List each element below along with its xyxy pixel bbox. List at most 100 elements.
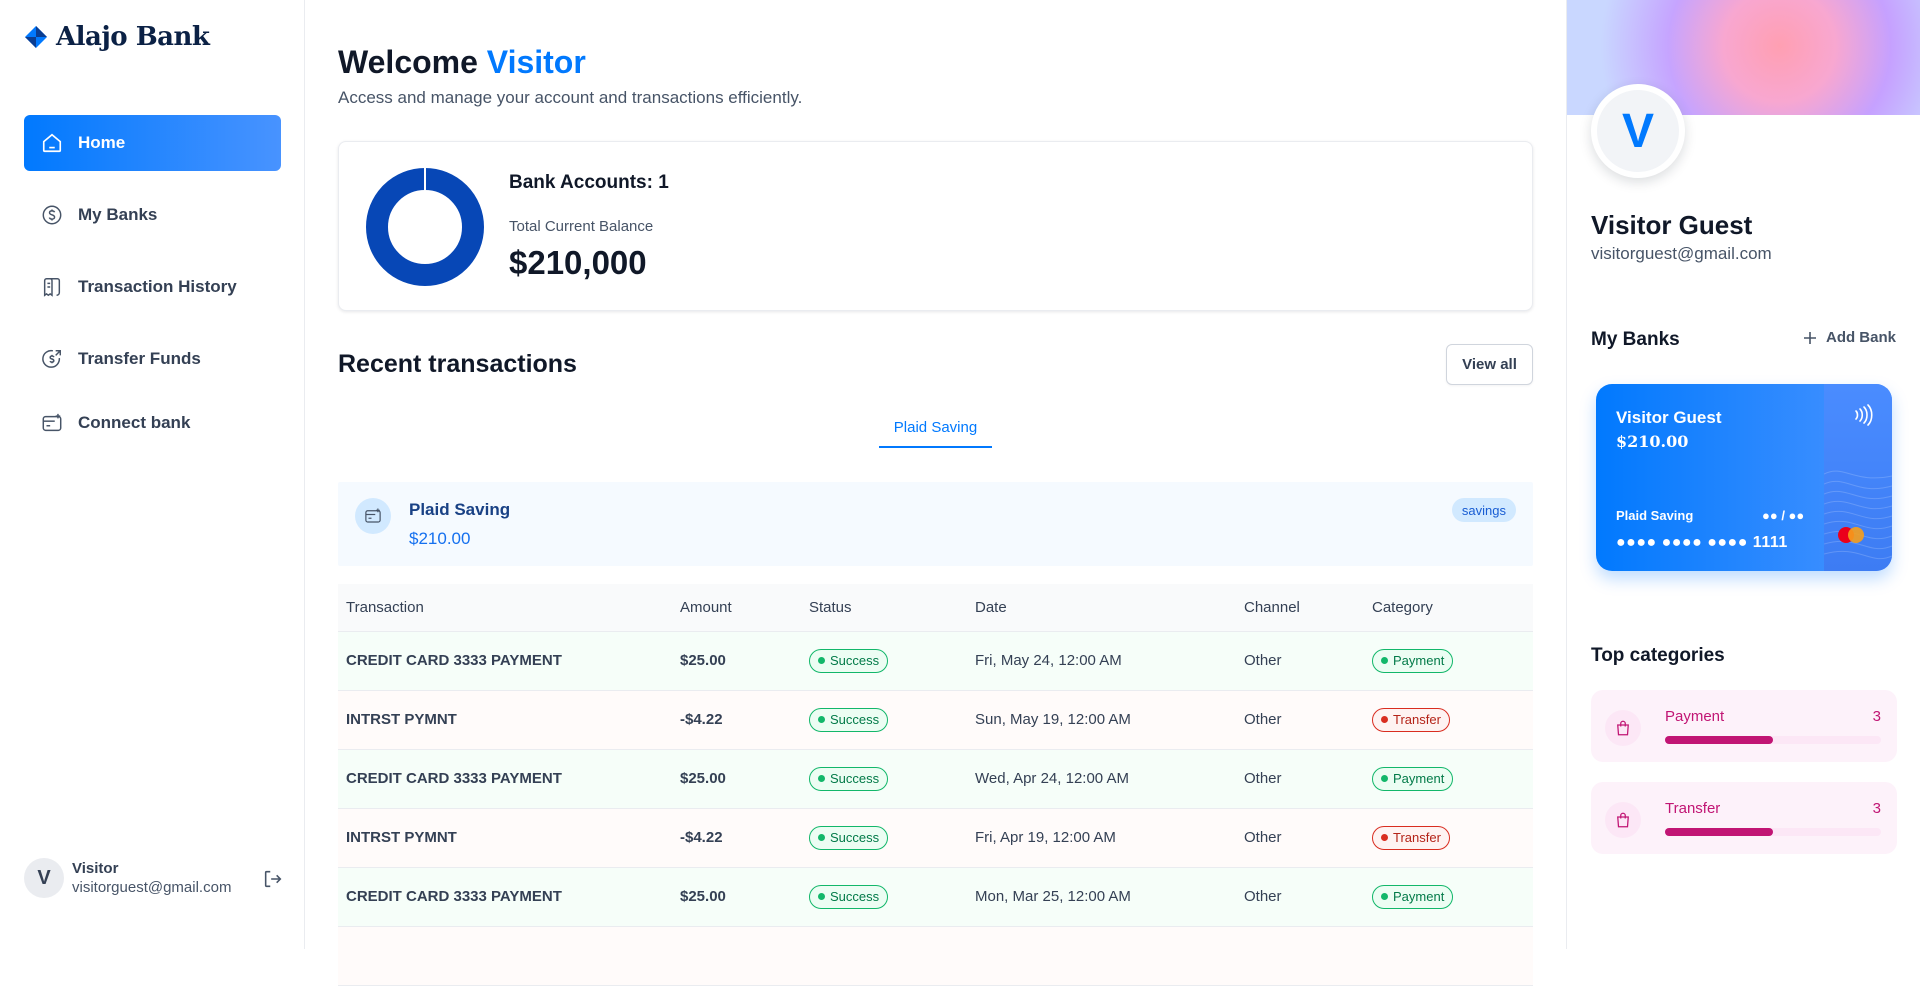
card-bank-name: Plaid Saving xyxy=(1616,508,1694,523)
column-header: Status xyxy=(801,584,967,632)
transaction-date: Fri, Apr 19, 12:00 AM xyxy=(967,808,1236,868)
bank-account-info[interactable]: Plaid Saving $210.00 savings xyxy=(338,482,1533,566)
category-label: Transfer xyxy=(1393,830,1441,845)
profile-name: Visitor Guest xyxy=(1591,210,1753,240)
profile-sidebar: V Visitor Guest visitorguest@gmail.com M… xyxy=(1566,0,1920,949)
balance-donut-chart xyxy=(366,168,484,286)
category-dot xyxy=(1381,657,1388,664)
nav-item-label: Transfer Funds xyxy=(78,349,201,368)
card-holder-name: Visitor Guest xyxy=(1616,408,1722,427)
shopping-bag-icon xyxy=(1605,802,1641,838)
total-balance-value: $210,000 xyxy=(509,244,647,281)
table-row[interactable]: CREDIT CARD 3333 PAYMENT $25.00 Success … xyxy=(338,749,1533,809)
status-badge: Success xyxy=(809,707,889,732)
nav-item-label: Transaction History xyxy=(78,277,237,296)
mastercard-logo-icon xyxy=(1838,527,1864,543)
nav-item-connect-bank[interactable]: Connect bank xyxy=(24,395,281,451)
nav-item-transfer-funds[interactable]: Transfer Funds xyxy=(24,331,281,387)
status-badge: Success xyxy=(809,766,889,791)
table-cell-partial xyxy=(1364,926,1533,986)
transaction-date: Mon, Mar 25, 12:00 AM xyxy=(967,867,1236,927)
bank-card-icon xyxy=(355,498,391,534)
receipt-icon xyxy=(40,275,64,299)
category-label: Transfer xyxy=(1393,712,1441,727)
category-badge: Payment xyxy=(1372,766,1454,791)
sidebar: Alajo Bank Home My Banks Transaction His… xyxy=(0,0,305,949)
category-label: Payment xyxy=(1393,771,1445,786)
top-categories-title: Top categories xyxy=(1591,645,1725,666)
transaction-channel: Other xyxy=(1236,690,1364,750)
user-email: visitorguest@gmail.com xyxy=(72,879,232,896)
transaction-date: Fri, May 24, 12:00 AM xyxy=(967,631,1236,691)
dollar-circle-icon xyxy=(40,203,64,227)
table-cell-partial xyxy=(338,926,672,986)
transaction-channel: Other xyxy=(1236,749,1364,809)
category-item-payment[interactable]: Payment 3 xyxy=(1591,690,1897,762)
welcome-name: Visitor xyxy=(486,44,586,80)
table-cell-partial xyxy=(1236,926,1364,986)
nav-item-label: My Banks xyxy=(78,205,158,224)
table-row[interactable]: INTRST PYMNT -$4.22 Success Fri, Apr 19,… xyxy=(338,808,1533,868)
card-number: ●●●● ●●●● ●●●● 1111 xyxy=(1616,534,1788,551)
table-row[interactable]: CREDIT CARD 3333 PAYMENT $25.00 Success … xyxy=(338,631,1533,691)
category-name: Transfer xyxy=(1665,800,1721,817)
column-header: Amount xyxy=(672,584,801,632)
status-cell: Success xyxy=(801,867,967,927)
transaction-channel: Other xyxy=(1236,808,1364,868)
balance-summary-card: Bank Accounts: 1 Total Current Balance $… xyxy=(338,141,1533,311)
logout-icon[interactable] xyxy=(262,868,284,890)
status-badge: Success xyxy=(809,825,889,850)
status-label: Success xyxy=(830,712,880,727)
category-count: 3 xyxy=(1872,708,1881,725)
nav-item-home[interactable]: Home xyxy=(24,115,281,171)
main-content: Welcome Visitor Access and manage your a… xyxy=(306,0,1565,986)
table-row[interactable]: CREDIT CARD 3333 PAYMENT $25.00 Success … xyxy=(338,867,1533,927)
transaction-channel: Other xyxy=(1236,867,1364,927)
column-header: Category xyxy=(1364,584,1533,632)
column-header: Date xyxy=(967,584,1236,632)
transaction-name: CREDIT CARD 3333 PAYMENT xyxy=(338,631,672,691)
nav-item-my-banks[interactable]: My Banks xyxy=(24,187,281,243)
nav-item-label: Home xyxy=(78,133,126,152)
status-cell: Success xyxy=(801,631,967,691)
status-label: Success xyxy=(830,771,880,786)
category-cell: Transfer xyxy=(1364,808,1533,868)
profile-avatar[interactable]: V xyxy=(1591,84,1685,178)
transaction-amount: $25.00 xyxy=(672,867,801,927)
user-info: Visitor visitorguest@gmail.com xyxy=(72,860,231,896)
table-row[interactable]: INTRST PYMNT -$4.22 Success Sun, May 19,… xyxy=(338,690,1533,750)
page-title: Welcome Visitor xyxy=(338,44,586,81)
table-row[interactable] xyxy=(338,926,1533,986)
nav-item-transaction-history[interactable]: Transaction History xyxy=(24,259,281,315)
avatar[interactable]: V xyxy=(24,858,64,898)
bank-card[interactable]: Visitor Guest $210.00 Plaid Saving ●● / … xyxy=(1596,384,1892,571)
category-cell: Transfer xyxy=(1364,690,1533,750)
category-cell: Payment xyxy=(1364,749,1533,809)
category-item-transfer[interactable]: Transfer 3 xyxy=(1591,782,1897,854)
card-expiry: ●● / ●● xyxy=(1762,508,1805,523)
home-icon xyxy=(40,131,64,155)
category-label: Payment xyxy=(1393,653,1445,668)
table-cell-partial xyxy=(967,926,1236,986)
status-dot xyxy=(818,775,825,782)
my-banks-title: My Banks xyxy=(1591,329,1680,350)
category-cell: Payment xyxy=(1364,867,1533,927)
recent-transactions-title: Recent transactions xyxy=(338,350,577,378)
brand-logo-icon xyxy=(25,26,47,48)
account-type-badge: savings xyxy=(1451,498,1516,522)
account-name: Plaid Saving xyxy=(409,500,511,519)
view-all-button[interactable]: View all xyxy=(1446,344,1533,385)
brand[interactable]: Alajo Bank xyxy=(24,22,210,52)
status-dot xyxy=(818,716,825,723)
category-count: 3 xyxy=(1872,800,1881,817)
category-label: Payment xyxy=(1393,889,1445,904)
status-label: Success xyxy=(830,889,880,904)
brand-name: Alajo Bank xyxy=(56,22,210,52)
tab-plaid-saving[interactable]: Plaid Saving xyxy=(879,408,992,448)
connect-bank-icon xyxy=(40,411,64,435)
status-dot xyxy=(818,834,825,841)
status-badge: Success xyxy=(809,648,889,673)
donut-ring xyxy=(366,168,484,286)
add-bank-button[interactable]: Add Bank xyxy=(1802,329,1896,346)
status-label: Success xyxy=(830,830,880,845)
